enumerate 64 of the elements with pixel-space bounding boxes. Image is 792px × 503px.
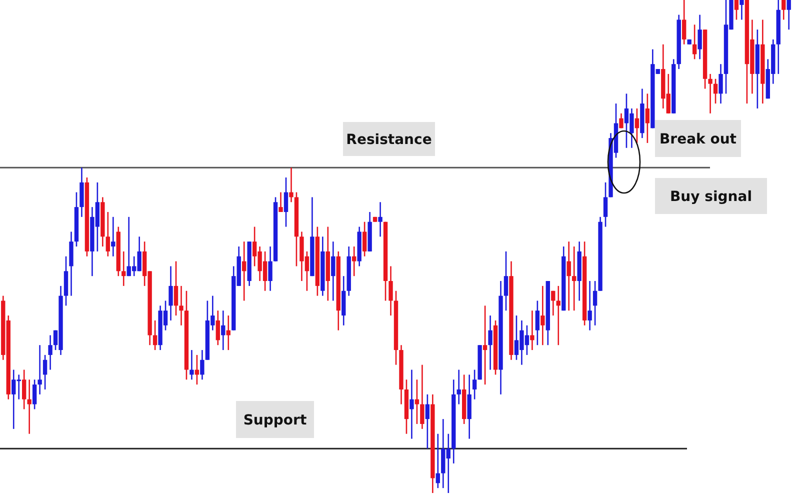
ref-line-label: Resistance (346, 132, 432, 148)
candlestick (378, 201, 382, 238)
candlestick (414, 378, 420, 425)
candlestick (331, 240, 336, 302)
candlestick (692, 24, 697, 60)
candlestick (718, 63, 723, 104)
candlestick (634, 108, 640, 144)
candlestick (556, 285, 560, 346)
candlestick (786, 0, 791, 30)
candlestick (190, 349, 194, 380)
candlestick (284, 176, 288, 228)
candlestick (42, 354, 48, 390)
candlestick (425, 394, 430, 450)
candlestick (362, 221, 367, 258)
candlestick (551, 290, 556, 316)
candlestick (530, 310, 534, 351)
candlestick (708, 73, 712, 114)
candlestick (619, 112, 624, 129)
annotation: Break out (660, 132, 737, 148)
candlestick (782, 0, 786, 20)
candlestick (221, 310, 226, 351)
candlestick (540, 285, 545, 346)
candlestick (179, 285, 184, 326)
candlestick (106, 211, 110, 258)
candlestick (682, 0, 686, 46)
candlestick (352, 246, 356, 277)
candlestick (698, 14, 702, 60)
candlestick (27, 378, 32, 434)
candlestick (168, 266, 173, 322)
candlestick (603, 182, 608, 228)
candlestick (472, 369, 477, 400)
candlestick (111, 216, 116, 258)
candlestick (488, 314, 492, 370)
candlestick (566, 240, 571, 312)
candlestick (38, 344, 42, 396)
candlestick (48, 334, 52, 370)
candlestick (535, 300, 540, 346)
ref-line-label: Support (243, 412, 307, 428)
candlestick (713, 78, 718, 104)
candlestick (645, 93, 650, 144)
candlestick (734, 0, 739, 20)
candlestick (22, 369, 26, 410)
candlestick (588, 280, 592, 331)
candlestick (242, 240, 246, 302)
annotation: Buy signal (670, 189, 752, 205)
candlestick (504, 250, 508, 312)
candlestick (200, 349, 204, 380)
candlestick (482, 305, 488, 386)
candlestick (592, 280, 598, 326)
candlestick (740, 0, 744, 20)
candlestick (456, 369, 461, 405)
candlestick (152, 320, 158, 351)
candlestick (122, 250, 126, 287)
candlestick (268, 246, 272, 292)
candlestick (436, 433, 440, 489)
candlestick (278, 192, 283, 213)
candlestick (388, 266, 393, 316)
candlestick (174, 260, 178, 316)
candlestick (289, 166, 294, 203)
candlestick (32, 378, 37, 410)
candlestick (420, 364, 424, 430)
candlestick (572, 246, 576, 312)
candlestick (410, 369, 414, 440)
candlestick (216, 310, 220, 346)
